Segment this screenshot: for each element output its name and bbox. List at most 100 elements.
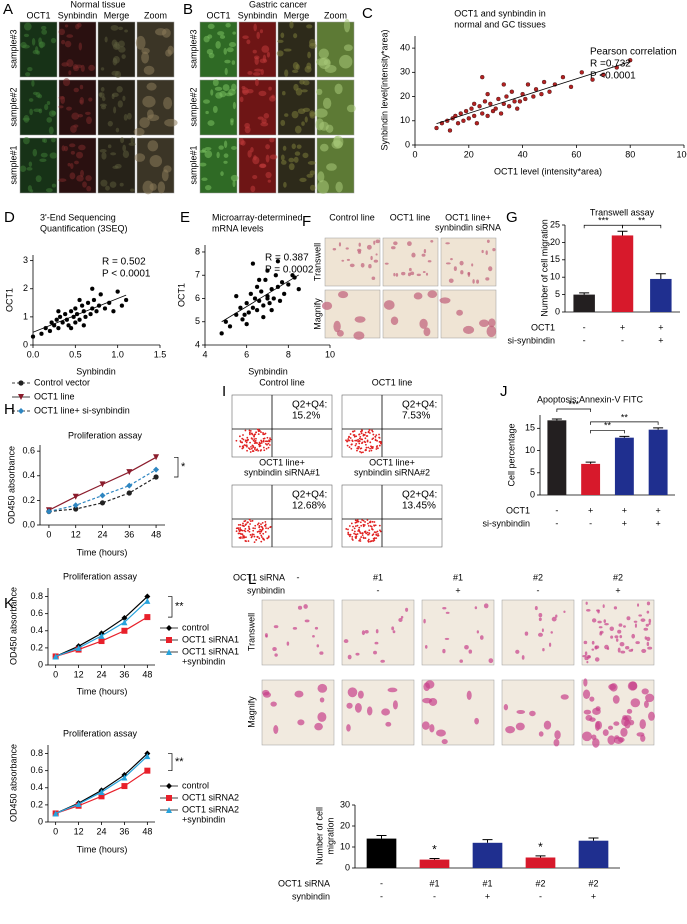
cell	[582, 689, 591, 700]
event	[376, 530, 379, 533]
event	[351, 439, 354, 442]
cell	[326, 163, 337, 171]
event	[355, 443, 358, 445]
error-bar	[376, 834, 387, 839]
cell	[604, 623, 609, 626]
condition-mark: -	[583, 335, 586, 345]
event	[248, 518, 251, 521]
condition-mark: +	[655, 518, 660, 528]
event	[358, 526, 361, 529]
cell	[294, 690, 304, 698]
cell	[472, 279, 475, 284]
cell	[224, 67, 228, 76]
column-label: synbindin siRNA	[435, 222, 501, 232]
cell	[232, 31, 236, 35]
cell	[23, 33, 30, 38]
point	[275, 259, 281, 264]
y-tick-label: 10	[550, 272, 560, 282]
cell	[635, 641, 640, 645]
y-tick-label: 40	[400, 42, 410, 52]
legend-marker	[166, 625, 172, 631]
cell	[100, 67, 105, 71]
cell	[86, 185, 92, 192]
cell	[459, 659, 463, 663]
event	[258, 525, 261, 527]
cell	[112, 43, 121, 50]
point	[242, 312, 247, 317]
cell	[23, 136, 30, 145]
y-tick-label: 10	[400, 115, 410, 125]
cell	[111, 93, 115, 100]
cell	[147, 109, 154, 119]
error-bar	[655, 273, 666, 279]
x-tick-label: 12	[74, 826, 84, 836]
micrograph	[19, 79, 58, 136]
point	[485, 113, 490, 119]
cell	[124, 29, 128, 33]
column-label: Control line	[329, 212, 375, 222]
cell	[115, 127, 120, 133]
cell	[253, 55, 260, 60]
event	[241, 437, 244, 440]
point	[250, 305, 256, 310]
cell	[109, 181, 117, 188]
event	[372, 540, 375, 542]
cell	[206, 48, 214, 55]
event	[258, 429, 261, 431]
cell	[85, 175, 92, 182]
marker	[98, 638, 105, 645]
cell	[66, 34, 74, 38]
event	[260, 540, 263, 543]
cell	[555, 614, 558, 618]
marker	[126, 482, 133, 489]
bar	[547, 420, 567, 495]
cell	[321, 301, 333, 310]
cell	[346, 724, 351, 732]
plot-label: Control line	[259, 377, 305, 387]
y-tick-label: 0.2	[30, 799, 43, 809]
event	[256, 531, 259, 533]
cell	[304, 619, 310, 623]
cell	[373, 240, 376, 245]
cell	[427, 260, 432, 263]
event	[260, 534, 263, 537]
bracket	[168, 753, 173, 772]
cell	[75, 23, 80, 30]
cell	[423, 248, 427, 254]
micrograph	[501, 679, 575, 746]
cell	[603, 619, 607, 623]
event	[365, 435, 368, 437]
cell	[78, 144, 86, 151]
legend-marker	[18, 380, 24, 386]
column-label: Synbindin	[58, 10, 98, 20]
event	[374, 524, 377, 527]
y-tick-label: 0	[38, 816, 43, 826]
cell	[322, 97, 332, 109]
event	[369, 520, 372, 523]
series-line	[48, 476, 157, 513]
cell	[149, 155, 163, 168]
y-tick-label: 5	[530, 467, 535, 477]
cell	[38, 41, 46, 48]
plot-label: OCT1 line+	[259, 457, 305, 467]
event	[239, 537, 242, 540]
cell	[286, 641, 290, 646]
y-tick-label: 0.6	[22, 446, 35, 456]
cell	[62, 78, 71, 87]
cell	[474, 606, 478, 610]
bar	[366, 838, 397, 868]
legend-label: control	[182, 622, 209, 632]
event	[248, 431, 251, 434]
point	[77, 317, 82, 322]
cell	[142, 95, 156, 108]
annotation: R = 0.387	[265, 253, 309, 264]
event	[258, 526, 261, 529]
point	[547, 89, 552, 94]
cell	[476, 630, 480, 634]
event	[378, 441, 381, 443]
cell	[435, 729, 446, 737]
point	[488, 101, 493, 106]
cell	[257, 116, 264, 120]
y-tick-label: 0	[345, 862, 350, 872]
cell	[289, 21, 294, 29]
